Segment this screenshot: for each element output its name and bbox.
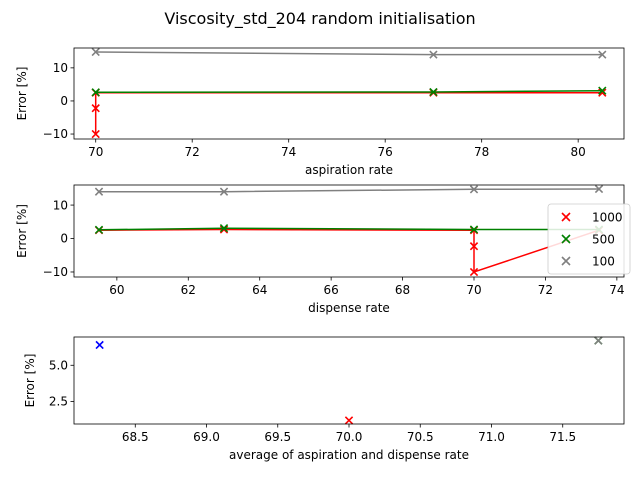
data-point-500-0 xyxy=(91,88,100,97)
y-tick-label: 0 xyxy=(60,94,68,108)
series-1000 xyxy=(91,88,607,139)
data-point-100-0 xyxy=(94,187,104,196)
y-tick-label: −10 xyxy=(43,265,68,279)
x-tick-label: 70 xyxy=(88,145,103,159)
data-point-1000-0 xyxy=(344,416,354,425)
series-line-1000 xyxy=(98,228,600,274)
data-point-100-2 xyxy=(469,185,479,194)
x-tick-label: 71.0 xyxy=(478,430,505,444)
data-point-500-0 xyxy=(94,225,104,234)
plot-frame xyxy=(73,184,625,278)
x-axis-label: dispense rate xyxy=(308,301,390,315)
x-tick-label: 72 xyxy=(538,283,553,297)
series-500 xyxy=(91,86,607,97)
series-line-100 xyxy=(95,51,603,56)
x-tick-label: 72 xyxy=(185,145,200,159)
x-tick-label: 74 xyxy=(609,283,624,297)
y-tick-label: −10 xyxy=(43,127,68,141)
data-point-100-2 xyxy=(598,50,607,59)
legend-label-100: 100 xyxy=(592,255,615,269)
x-tick-label: 78 xyxy=(474,145,489,159)
x-tick-label: 68.5 xyxy=(122,430,149,444)
data-point-500-1 xyxy=(429,87,438,97)
data-point-1000-0 xyxy=(91,129,100,139)
y-tick-label: 2.5 xyxy=(49,395,68,409)
x-tick-label: 70 xyxy=(466,283,481,297)
x-tick-label: 60 xyxy=(109,283,124,297)
series-100 xyxy=(91,47,607,59)
x-axis-label: aspiration rate xyxy=(305,163,393,177)
x-tick-label: 71.5 xyxy=(549,430,576,444)
legend-marker-100 xyxy=(561,256,571,266)
y-tick-label: 10 xyxy=(53,61,68,75)
x-tick-label: 69.0 xyxy=(193,430,220,444)
data-point-500-2 xyxy=(469,225,479,234)
series-line-500 xyxy=(98,227,599,231)
x-tick-label: 80 xyxy=(571,145,586,159)
data-point-1000-1 xyxy=(91,104,100,113)
data-point-100-1 xyxy=(429,50,438,59)
y-tick-label: 5.0 xyxy=(49,358,68,372)
series-1000 xyxy=(344,416,354,425)
panels: 70 72 74 76 78 80 −10 0 10 aspiration rate Error [… xyxy=(15,47,625,462)
y-axis-label: Error [%] xyxy=(15,204,29,258)
plot-frame xyxy=(73,47,625,140)
series-line-1000 xyxy=(94,91,603,134)
series-100 xyxy=(94,184,604,196)
plot-frame xyxy=(73,336,625,425)
series-500 xyxy=(94,223,604,234)
x-tick-label: 68 xyxy=(395,283,410,297)
data-point-100-0 xyxy=(91,47,100,57)
series-line-100 xyxy=(99,188,600,193)
chart-title: Viscosity_std_204 random initialisation xyxy=(164,9,475,29)
panel-2: 60 62 64 66 68 70 72 74 −10 0 10 dispense rate Error… xyxy=(15,184,625,315)
y-tick-label: 0 xyxy=(60,232,68,246)
data-point-100-0 xyxy=(594,336,603,345)
y-axis-label: Error [%] xyxy=(15,67,29,121)
data-point-500-1 xyxy=(219,223,229,233)
legend-marker-500 xyxy=(561,234,571,244)
x-tick-label: 62 xyxy=(181,283,196,297)
y-axis-label: Error [%] xyxy=(23,354,37,408)
panel-3: 68.5 69.0 69.5 70.0 70.5 71.0 71.5 2.5 5.0 averag… xyxy=(23,336,625,462)
data-point-blue-0 xyxy=(95,340,104,350)
series-100 xyxy=(594,336,603,345)
data-point-1000-4 xyxy=(469,267,479,277)
legend-label-1000: 1000 xyxy=(592,211,623,225)
data-point-100-3 xyxy=(594,184,604,194)
data-point-100-1 xyxy=(219,187,229,196)
data-point-1000-1 xyxy=(219,225,229,234)
y-tick-label: 10 xyxy=(53,198,68,212)
x-tick-label: 70.0 xyxy=(336,430,363,444)
legend-marker-1000 xyxy=(561,212,571,222)
x-tick-label: 76 xyxy=(378,145,393,159)
x-tick-label: 69.5 xyxy=(264,430,291,444)
x-axis-label: average of aspiration and dispense rate xyxy=(229,448,469,462)
data-point-500-2 xyxy=(598,86,607,95)
x-tick-label: 74 xyxy=(281,145,296,159)
series-blue xyxy=(95,340,104,350)
legend: 1000 500 100 xyxy=(547,203,631,275)
x-tick-label: 66 xyxy=(324,283,339,297)
x-tick-label: 70.5 xyxy=(407,430,434,444)
series-1000 xyxy=(94,225,604,277)
legend-box xyxy=(547,203,631,275)
x-tick-label: 64 xyxy=(252,283,267,297)
data-point-1000-3 xyxy=(469,242,479,251)
panel-1: 70 72 74 76 78 80 −10 0 10 aspiration rate Error [… xyxy=(15,47,625,177)
legend-label-500: 500 xyxy=(592,233,615,247)
